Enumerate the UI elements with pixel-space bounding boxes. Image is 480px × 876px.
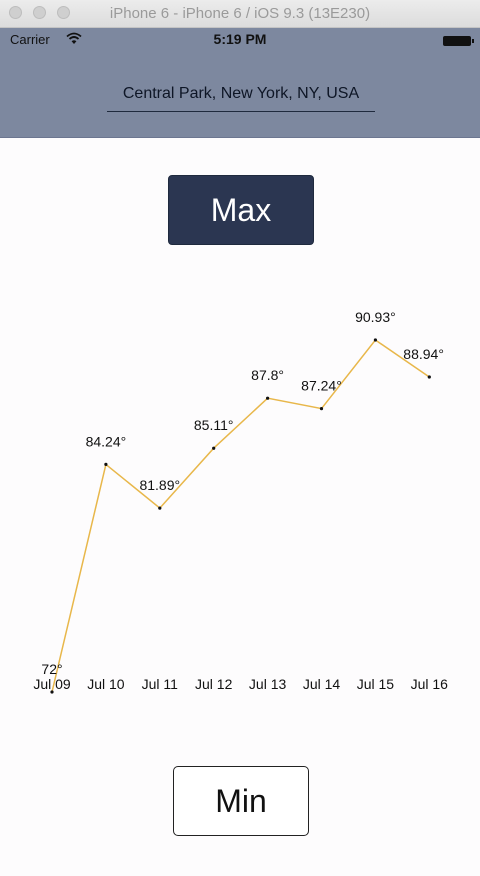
x-tick-label: Jul 10 (87, 676, 125, 692)
carrier-label: Carrier (10, 32, 50, 47)
data-label: 72° (41, 661, 62, 677)
x-tick-label: Jul 14 (303, 676, 341, 692)
minimize-window-button[interactable] (33, 6, 46, 19)
zoom-window-button[interactable] (57, 6, 70, 19)
title-bar: iPhone 6 - iPhone 6 / iOS 9.3 (13E230) (0, 0, 480, 28)
data-point (212, 446, 216, 450)
battery-icon (443, 36, 474, 46)
navigation-bar: Carrier 5:19 PM Central Park, New York, … (0, 28, 480, 138)
x-tick-label: Jul 16 (411, 676, 449, 692)
data-point (373, 338, 377, 342)
data-point (158, 506, 162, 510)
data-label: 90.93° (355, 309, 396, 325)
close-window-button[interactable] (9, 6, 22, 19)
data-point (104, 462, 108, 466)
data-label: 88.94° (403, 346, 444, 362)
temperature-line (51, 338, 430, 693)
data-point (427, 375, 431, 379)
data-label: 84.24° (86, 433, 127, 449)
data-label: 87.24° (301, 378, 342, 394)
data-point (50, 690, 54, 694)
min-button[interactable]: Min (173, 766, 309, 836)
x-tick-label: Jul 13 (249, 676, 287, 692)
location-text: Central Park, New York, NY, USA (122, 85, 360, 102)
data-label: 85.11° (194, 417, 234, 433)
max-button[interactable]: Max (168, 175, 314, 245)
data-label: 87.8° (251, 367, 284, 383)
x-tick-label: Jul 12 (195, 676, 233, 692)
data-point (319, 407, 324, 411)
x-tick-label: Jul 15 (357, 676, 395, 692)
status-time: 5:19 PM (213, 31, 267, 47)
data-point (266, 396, 270, 400)
data-label: 81.89° (139, 477, 180, 493)
x-tick-label: Jul 11 (142, 676, 179, 692)
x-tick-label: Jul 09 (33, 676, 71, 692)
window-title: iPhone 6 - iPhone 6 / iOS 9.3 (13E230) (109, 5, 371, 22)
location-field[interactable]: Central Park, New York, NY, USA (107, 83, 375, 112)
wifi-icon (66, 32, 82, 44)
